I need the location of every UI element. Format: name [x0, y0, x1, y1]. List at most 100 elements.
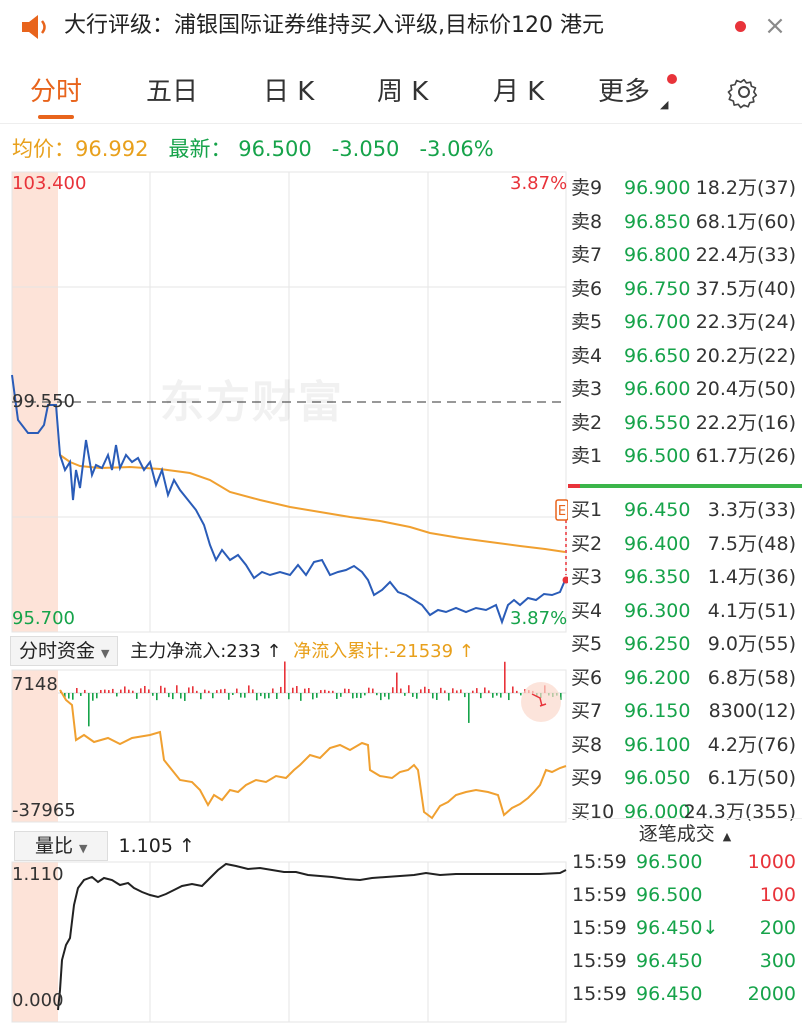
trades-header[interactable]: 逐笔成交 ▲	[568, 818, 802, 848]
tab-weekly-k[interactable]: 周 K	[377, 77, 429, 107]
capital-flow-bar	[168, 693, 170, 698]
book-price: 96.400	[624, 532, 691, 555]
book-level: 买9	[571, 767, 603, 789]
bid-row[interactable]: 买7 96.150 8300(12)	[568, 695, 802, 728]
volume-ratio-arrow: ↑	[178, 835, 195, 857]
book-volume: 22.3万(24)	[695, 311, 796, 333]
ask-row[interactable]: 卖3 96.600 20.4万(50)	[568, 373, 802, 406]
tab-intraday[interactable]: 分时	[30, 77, 83, 107]
capital-flow-bar	[324, 689, 326, 693]
book-volume: 61.7万(26)	[695, 445, 796, 467]
capital-flow-bar	[428, 688, 430, 693]
tab-more[interactable]: 更多	[598, 77, 651, 107]
capital-flow-bar	[236, 688, 238, 693]
close-icon[interactable]: ×	[764, 11, 786, 41]
tab-daily-k[interactable]: 日 K	[263, 77, 315, 107]
avg-price-line	[59, 454, 566, 553]
capital-flow-bar	[288, 693, 290, 700]
latest-price-dot	[562, 576, 568, 584]
capital-flow-bar	[208, 690, 210, 693]
ask-row[interactable]: 卖6 96.750 37.5万(40)	[568, 273, 802, 306]
trade-price: 96.450	[636, 950, 703, 972]
book-price: 96.100	[624, 733, 691, 756]
bid-row[interactable]: 买9 96.050 6.1万(50)	[568, 762, 802, 795]
capital-flow-bar	[388, 693, 390, 700]
book-volume: 68.1万(60)	[695, 210, 796, 233]
capital-flow-bar	[364, 693, 366, 696]
capital-dropdown[interactable]: 分时资金 ▼	[10, 636, 119, 666]
capital-flow-bar	[232, 693, 234, 696]
bid-row[interactable]: 买10 96.000 24.3万(355)	[568, 796, 802, 829]
book-level: 买4	[571, 599, 603, 622]
tab-monthly-k[interactable]: 月 K	[493, 77, 545, 107]
gear-icon[interactable]	[726, 74, 762, 110]
capital-flow-bar	[436, 693, 438, 700]
capital-flow-bar	[180, 693, 182, 699]
main-inflow-label: 主力净流入:	[130, 641, 227, 662]
capital-flow-bar	[312, 693, 314, 700]
capital-flow-bar	[396, 672, 398, 693]
ask-row[interactable]: 卖2 96.550 22.2万(16)	[568, 407, 802, 440]
capital-flow-bar	[332, 690, 334, 693]
trade-row: 15:59 96.500 100	[570, 879, 802, 912]
bid-row[interactable]: 买3 96.350 1.4万(36)	[568, 561, 802, 594]
news-title[interactable]: 大行评级：浦银国际证券维持买入评级,目标价120 港元	[64, 13, 604, 38]
ask-row[interactable]: 卖1 96.500 61.7万(26)	[568, 440, 802, 473]
capital-flow-bar	[320, 690, 322, 693]
bid-row[interactable]: 买5 96.250 9.0万(55)	[568, 628, 802, 661]
capital-flow-bar	[420, 689, 422, 693]
capital-flow-bar	[264, 693, 266, 699]
prev-close-label: 99.550	[12, 391, 75, 412]
capital-flow-bar	[88, 693, 90, 727]
capital-flow-bar	[560, 693, 562, 700]
capital-flow-bar	[104, 689, 106, 693]
ask-row[interactable]: 卖4 96.650 20.2万(22)	[568, 340, 802, 373]
capital-flow-bar	[384, 693, 386, 697]
capital-flow-bar	[520, 693, 522, 696]
capital-flow-bar	[112, 688, 114, 693]
capital-flow-bar	[68, 693, 70, 699]
tab-five-day[interactable]: 五日	[146, 77, 199, 107]
capital-flow-bar	[336, 693, 338, 699]
price-axis-low: 95.700	[12, 608, 75, 629]
bid-row[interactable]: 买6 96.200 6.8万(58)	[568, 662, 802, 695]
capital-flow-bar	[340, 693, 342, 697]
trade-volume: 300	[759, 950, 796, 972]
cumulative-inflow-arrow: ↑	[458, 641, 474, 662]
bid-row[interactable]: 买1 96.450 3.3万(33)	[568, 494, 802, 527]
book-volume: 7.5万(48)	[707, 532, 796, 555]
capital-flow-bar	[244, 693, 246, 698]
cumulative-inflow-line	[59, 689, 567, 820]
capital-flow-bar	[76, 688, 78, 693]
bid-row[interactable]: 买2 96.400 7.5万(48)	[568, 528, 802, 561]
volume-ratio-dropdown[interactable]: 量比 ▼	[14, 831, 109, 861]
book-volume: 9.0万(55)	[707, 633, 796, 655]
ask-row[interactable]: 卖7 96.800 22.4万(33)	[568, 239, 802, 272]
capital-flow-bar	[248, 685, 250, 693]
book-price: 96.900	[624, 177, 691, 199]
intraday-chart[interactable]: E	[0, 168, 568, 1024]
event-marker-icon[interactable]	[555, 499, 568, 521]
capital-flow-bar	[488, 690, 490, 693]
bid-row[interactable]: 买8 96.100 4.2万(76)	[568, 729, 802, 762]
volume-ratio-value: 1.105	[118, 835, 173, 857]
news-banner[interactable]: 大行评级：浦银国际证券维持买入评级,目标价120 港元 ×	[0, 0, 802, 55]
trade-row: 15:59 96.450 300	[570, 945, 802, 978]
ask-row[interactable]: 卖8 96.850 68.1万(60)	[568, 206, 802, 239]
ask-row[interactable]: 卖5 96.700 22.3万(24)	[568, 306, 802, 339]
book-price: 96.850	[624, 210, 691, 233]
book-volume: 24.3万(355)	[683, 800, 796, 823]
event-marker-glyph: E	[558, 504, 566, 519]
more-notification-dot	[667, 74, 677, 84]
capital-flow-bar	[140, 688, 142, 693]
ask-row[interactable]: 卖9 96.900 18.2万(37)	[568, 172, 802, 205]
capital-flow-bar	[492, 693, 494, 698]
book-level: 卖5	[571, 311, 603, 333]
capital-flow-bar	[504, 661, 506, 693]
more-triangle-icon: ◢	[660, 98, 669, 111]
price-axis-high: 103.400	[12, 173, 87, 194]
bid-row[interactable]: 买4 96.300 4.1万(51)	[568, 595, 802, 628]
volume-ratio-axis-low: 0.000	[12, 990, 64, 1011]
book-ratio-bar-ask	[568, 484, 580, 488]
book-level: 卖4	[571, 344, 603, 367]
